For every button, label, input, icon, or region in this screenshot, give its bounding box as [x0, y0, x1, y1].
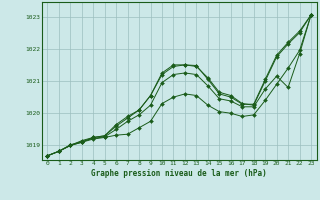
X-axis label: Graphe pression niveau de la mer (hPa): Graphe pression niveau de la mer (hPa): [91, 169, 267, 178]
